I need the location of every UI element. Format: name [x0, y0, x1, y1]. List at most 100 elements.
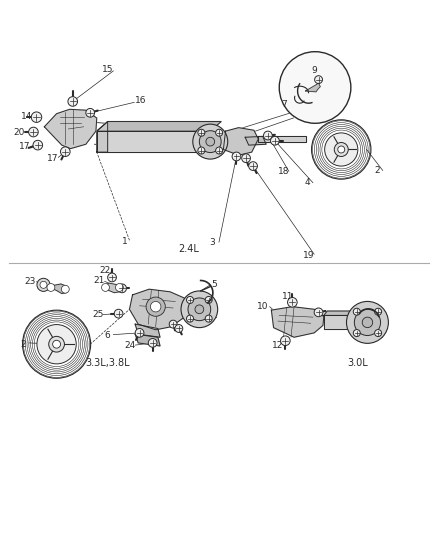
Text: 12: 12 — [272, 342, 284, 351]
Circle shape — [314, 308, 323, 317]
Text: 2: 2 — [374, 166, 380, 175]
Text: 3.0L: 3.0L — [347, 358, 368, 368]
Circle shape — [187, 315, 194, 322]
Circle shape — [249, 161, 258, 171]
Circle shape — [175, 325, 183, 333]
Polygon shape — [324, 316, 367, 329]
Text: 15: 15 — [102, 64, 113, 74]
Circle shape — [206, 138, 215, 146]
Circle shape — [146, 297, 165, 316]
Circle shape — [37, 325, 76, 364]
Circle shape — [264, 131, 272, 140]
Circle shape — [314, 76, 322, 84]
Circle shape — [374, 308, 381, 315]
Polygon shape — [258, 135, 306, 142]
Text: 1: 1 — [212, 311, 218, 320]
Circle shape — [37, 278, 50, 292]
Text: 4: 4 — [304, 178, 310, 187]
Circle shape — [199, 131, 221, 152]
Text: 6: 6 — [105, 331, 110, 340]
Polygon shape — [324, 311, 371, 316]
Polygon shape — [223, 128, 258, 155]
Polygon shape — [272, 306, 324, 337]
Circle shape — [374, 329, 381, 336]
Circle shape — [271, 136, 279, 145]
Text: 24: 24 — [124, 342, 135, 351]
Circle shape — [187, 296, 194, 303]
Text: 1: 1 — [122, 237, 128, 246]
Text: 23: 23 — [25, 277, 36, 286]
Text: 11: 11 — [282, 292, 294, 301]
Text: 3: 3 — [209, 238, 215, 247]
Polygon shape — [97, 122, 108, 152]
Polygon shape — [245, 136, 266, 145]
Circle shape — [353, 329, 360, 336]
Circle shape — [279, 52, 351, 123]
Circle shape — [198, 129, 205, 136]
Polygon shape — [305, 83, 320, 92]
Circle shape — [205, 315, 212, 322]
Text: 14: 14 — [21, 112, 32, 121]
Circle shape — [68, 96, 78, 106]
Circle shape — [114, 309, 123, 318]
Circle shape — [31, 112, 42, 123]
Text: 1: 1 — [378, 331, 383, 340]
Circle shape — [198, 147, 205, 154]
Circle shape — [242, 154, 251, 163]
Polygon shape — [103, 283, 121, 293]
Circle shape — [60, 147, 70, 157]
Polygon shape — [97, 122, 221, 131]
Text: 5: 5 — [212, 280, 218, 289]
Circle shape — [338, 146, 345, 153]
Circle shape — [148, 338, 157, 348]
Circle shape — [28, 127, 38, 137]
Circle shape — [53, 340, 60, 348]
Text: 22: 22 — [99, 266, 110, 276]
Text: 9: 9 — [311, 67, 317, 75]
Text: 17: 17 — [46, 154, 58, 163]
Circle shape — [33, 140, 42, 150]
Circle shape — [49, 336, 64, 352]
Circle shape — [353, 308, 360, 315]
Circle shape — [61, 285, 69, 293]
Text: 20: 20 — [13, 127, 25, 136]
Text: 17: 17 — [19, 142, 31, 151]
Circle shape — [169, 320, 177, 328]
Circle shape — [40, 281, 47, 288]
Circle shape — [288, 297, 297, 307]
Circle shape — [362, 317, 373, 328]
Text: 10: 10 — [257, 302, 268, 311]
Text: 25: 25 — [92, 310, 103, 319]
Circle shape — [354, 309, 381, 335]
Circle shape — [232, 152, 241, 161]
Text: 3.3L,3.8L: 3.3L,3.8L — [85, 358, 130, 368]
Polygon shape — [49, 284, 68, 294]
Polygon shape — [44, 109, 97, 149]
Text: 19: 19 — [303, 251, 314, 260]
Circle shape — [47, 284, 55, 292]
Circle shape — [193, 124, 228, 159]
Circle shape — [108, 273, 117, 282]
Polygon shape — [130, 289, 187, 330]
Circle shape — [116, 284, 124, 292]
Circle shape — [102, 284, 110, 292]
Circle shape — [86, 108, 95, 117]
Polygon shape — [183, 302, 199, 317]
Circle shape — [150, 302, 161, 312]
Circle shape — [188, 298, 211, 321]
Circle shape — [118, 284, 127, 293]
Circle shape — [135, 328, 144, 337]
Text: 7: 7 — [281, 100, 286, 109]
Polygon shape — [135, 324, 160, 337]
Circle shape — [181, 291, 218, 328]
Text: 2.4L: 2.4L — [178, 244, 199, 254]
Circle shape — [215, 147, 223, 154]
Text: 21: 21 — [93, 276, 105, 285]
Circle shape — [215, 129, 223, 136]
Text: 18: 18 — [278, 167, 290, 176]
Text: 2: 2 — [21, 340, 26, 349]
Circle shape — [346, 302, 389, 343]
Circle shape — [334, 142, 348, 157]
Circle shape — [195, 305, 204, 313]
Circle shape — [325, 133, 358, 166]
